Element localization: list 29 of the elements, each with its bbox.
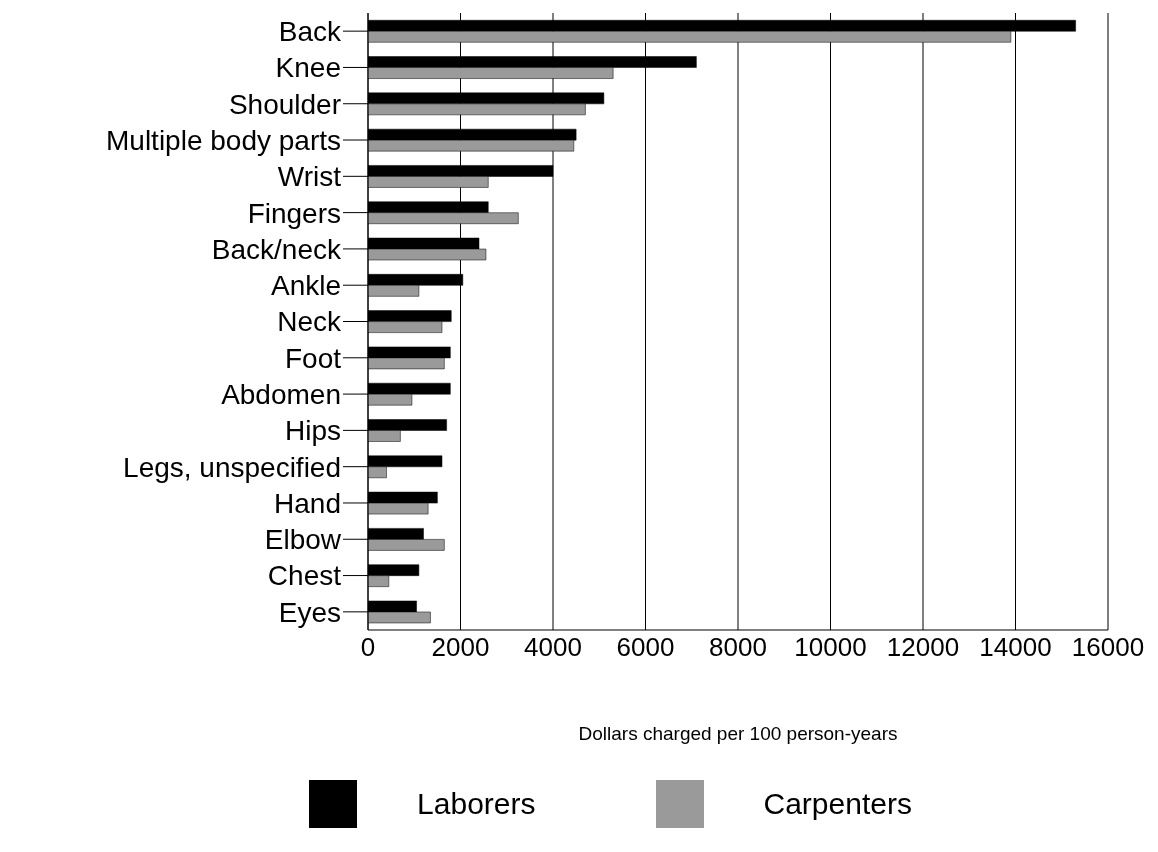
x-tick-label: 14000 (979, 632, 1052, 663)
y-tick-label: Neck (277, 306, 342, 338)
x-tick-label: 6000 (616, 632, 675, 663)
y-tick-label: Back/neck (211, 233, 342, 265)
x-axis-title: Dollars charged per 100 person-years (578, 723, 898, 744)
x-tick-label: 2000 (431, 632, 490, 663)
y-tick-label: Back (278, 16, 342, 48)
x-tick-label: 0 (360, 632, 376, 663)
x-tick-label: 10000 (794, 632, 867, 663)
y-tick-label: Foot (284, 342, 342, 374)
y-tick-label: Legs, unspecified (123, 451, 341, 483)
y-tick-label: Chest (267, 560, 342, 592)
x-tick-label: 12000 (886, 632, 960, 663)
legend-label: Laborers (417, 787, 536, 821)
x-tick-label: 8000 (709, 632, 767, 663)
x-tick-label: 16000 (1071, 632, 1145, 663)
y-tick-label: Fingers (247, 197, 341, 229)
y-tick-label: Hips (284, 415, 341, 447)
y-tick-label: Ankle (270, 270, 341, 302)
y-tick-label: Shoulder (228, 88, 341, 120)
y-tick-label: Knee (275, 52, 341, 84)
y-tick-label: Abdomen (221, 379, 341, 411)
x-tick-label: 4000 (524, 632, 582, 663)
y-tick-label: Wrist (277, 161, 342, 193)
y-tick-label: Hand (274, 487, 341, 519)
legend-label: Carpenters (763, 787, 912, 821)
y-tick-label: Eyes (278, 596, 341, 628)
y-tick-label: Multiple body parts (105, 124, 341, 156)
y-tick-label: Elbow (264, 524, 342, 556)
